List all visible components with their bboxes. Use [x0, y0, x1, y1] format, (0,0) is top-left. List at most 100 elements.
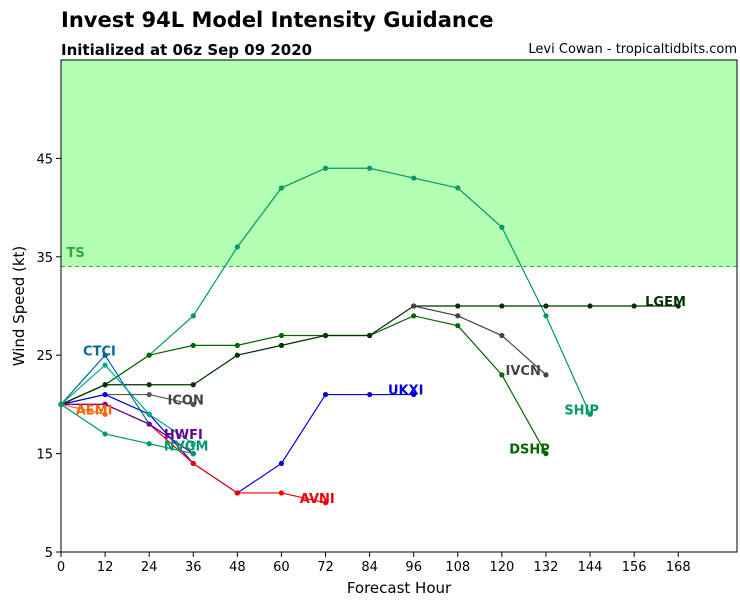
series-point [234, 342, 240, 348]
series-point [455, 303, 461, 309]
series-point [102, 431, 108, 437]
series-point [146, 391, 152, 398]
series-label: TS [67, 246, 85, 261]
series-point [234, 244, 240, 250]
x-tick-label: 0 [57, 560, 65, 575]
x-tick-label: 72 [317, 560, 334, 575]
series-line [60, 364, 194, 445]
series-label: AEMI [76, 403, 113, 418]
chart-title: Invest 94L Model Intensity Guidance [61, 8, 494, 32]
series-point [190, 382, 196, 388]
series-line [61, 403, 194, 455]
chart-subtitle: Initialized at 06z Sep 09 2020 [61, 41, 313, 59]
series-label: DSHP [509, 443, 550, 458]
series-point [411, 303, 417, 309]
series-label: HWFI [164, 428, 203, 443]
x-tick-label: 108 [445, 560, 470, 575]
x-tick-label: 168 [666, 560, 691, 575]
x-tick-label: 12 [97, 560, 114, 575]
series-point [278, 490, 285, 496]
series-line [60, 403, 194, 455]
series-label: LGEM [645, 295, 686, 310]
series-point [499, 224, 505, 230]
x-tick-label: 96 [405, 560, 422, 575]
series-line [60, 305, 679, 405]
series-point [367, 391, 373, 398]
series-point [190, 441, 196, 447]
series-line [413, 305, 547, 376]
series-point [411, 313, 417, 319]
series-point [190, 451, 196, 457]
series-point [322, 165, 329, 171]
series-label: NVGM [164, 440, 209, 455]
series-point [322, 391, 329, 398]
series-point [455, 185, 461, 191]
x-axis-label: Forecast Hour [347, 579, 452, 597]
series-point [102, 401, 108, 407]
series-point [58, 401, 64, 407]
series-point [234, 490, 240, 496]
series-point [367, 332, 373, 339]
x-tick-label: 60 [273, 560, 290, 575]
series-point [190, 313, 196, 319]
x-tick-label: 132 [534, 560, 559, 575]
series-point [322, 500, 329, 506]
series-point [367, 165, 373, 171]
series-line [60, 403, 106, 415]
chart-credit: Levi Cowan - tropicaltidbits.com [528, 42, 737, 57]
series-point [543, 313, 549, 319]
series-point [587, 303, 593, 309]
series-label: SHIP [564, 403, 599, 418]
series-point [146, 441, 152, 447]
series-point [499, 372, 505, 378]
series-point [278, 460, 285, 467]
series-point [146, 411, 152, 417]
series-line [60, 393, 414, 494]
series-point [102, 352, 108, 358]
y-tick-label: 15 [36, 448, 53, 463]
series-point [322, 332, 329, 339]
series-point [278, 342, 285, 348]
series-point [278, 185, 285, 191]
series-point [499, 303, 505, 309]
series-point [146, 382, 152, 388]
series-point [146, 352, 152, 358]
series-point [543, 451, 549, 457]
series-point [102, 362, 108, 368]
y-tick-label: 45 [36, 152, 53, 167]
series-label: UKXI [388, 384, 424, 399]
y-tick-label: 35 [36, 251, 53, 266]
series-point [102, 411, 108, 417]
series-point [543, 303, 549, 309]
series-point [455, 313, 461, 319]
series-label: ICON [168, 393, 204, 408]
x-tick-label: 156 [622, 560, 647, 575]
series-point [631, 303, 637, 309]
series-point [455, 323, 461, 329]
series-point [190, 401, 196, 407]
series-point [190, 342, 196, 348]
series-point [675, 303, 681, 309]
x-tick-label: 36 [185, 560, 202, 575]
series-point [411, 175, 417, 181]
series-point [411, 391, 417, 398]
x-tick-label: 84 [361, 560, 378, 575]
series-line [60, 315, 547, 454]
x-tick-label: 144 [578, 560, 603, 575]
series-point [146, 421, 152, 427]
y-tick-label: 5 [45, 546, 53, 561]
plot-frame [60, 59, 738, 553]
series-point [543, 372, 549, 378]
series-label: CTCI [83, 344, 116, 359]
ts-threshold-fill [61, 60, 737, 267]
series-point [587, 411, 593, 417]
series-label: AVNI [300, 492, 335, 507]
series-label: IVCN [506, 364, 541, 379]
y-tick-label: 25 [36, 349, 53, 364]
y-axis-label: Wind Speed (kt) [10, 246, 28, 367]
series-point [278, 332, 285, 339]
series-point [190, 460, 196, 467]
x-tick-label: 120 [489, 560, 514, 575]
series-point [102, 391, 108, 398]
